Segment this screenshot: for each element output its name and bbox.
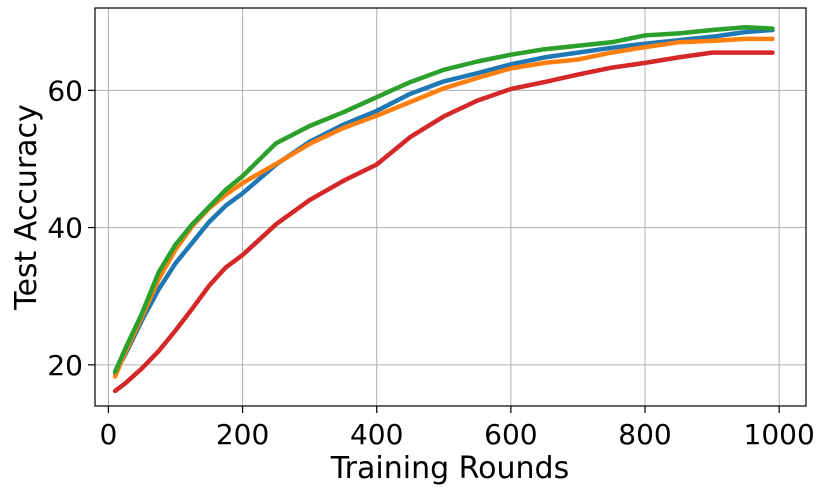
y-tick-label: 40 bbox=[47, 212, 83, 245]
series-line-1 bbox=[112, 27, 775, 376]
axis-ticks: 0 200 400 600 800 1000 20 40 60 bbox=[47, 74, 814, 451]
x-tick-label: 600 bbox=[484, 418, 537, 451]
series-lines bbox=[112, 24, 775, 394]
grid bbox=[95, 8, 806, 406]
y-tick-label: 20 bbox=[47, 349, 83, 382]
x-tick-label: 1000 bbox=[744, 418, 815, 451]
x-tick-label: 400 bbox=[350, 418, 403, 451]
y-axis-title: Test Accuracy bbox=[9, 104, 44, 311]
x-tick-label: 0 bbox=[100, 418, 118, 451]
x-tick-label: 800 bbox=[618, 418, 671, 451]
y-tick-label: 60 bbox=[47, 74, 83, 107]
series-line-2 bbox=[112, 36, 775, 379]
plot-frame bbox=[94, 7, 807, 407]
x-axis-title: Training Rounds bbox=[330, 451, 569, 486]
series-line-4 bbox=[112, 50, 775, 394]
series-line-3 bbox=[112, 24, 775, 374]
x-tick-label: 200 bbox=[216, 418, 269, 451]
